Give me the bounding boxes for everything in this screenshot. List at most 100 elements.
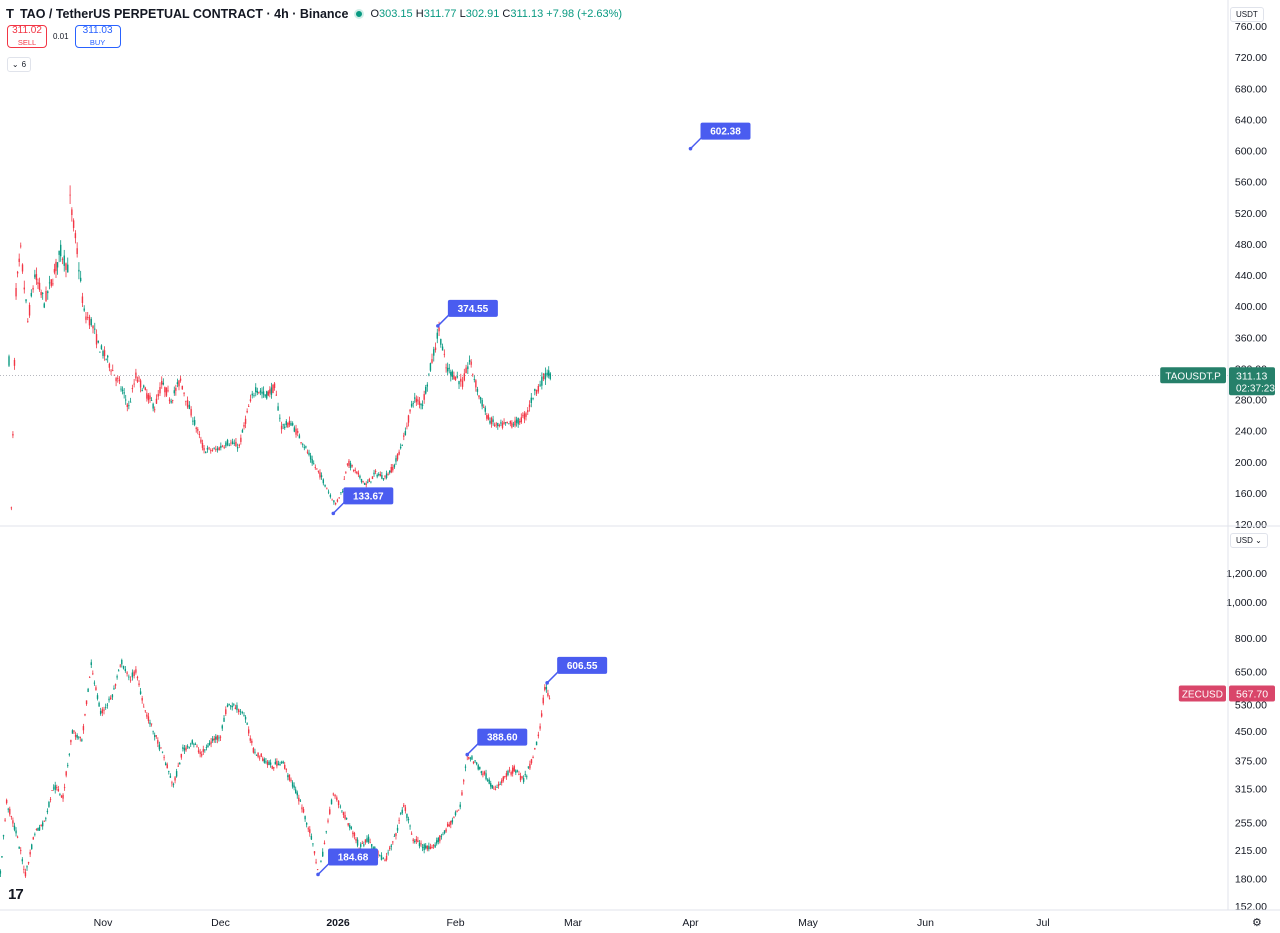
candle — [182, 744, 184, 752]
candle — [120, 386, 122, 392]
candle — [243, 422, 245, 430]
candle — [32, 836, 34, 840]
candle — [175, 384, 177, 396]
candle — [345, 817, 348, 821]
candle — [235, 437, 237, 447]
candle — [446, 821, 449, 828]
candle — [157, 737, 159, 748]
candle — [74, 731, 77, 740]
candle — [30, 289, 33, 298]
candle — [116, 674, 118, 680]
candle — [45, 816, 47, 822]
candle — [472, 761, 475, 765]
buy-button[interactable]: 311.03 BUY — [74, 25, 121, 48]
candle — [37, 827, 39, 832]
candle — [359, 474, 361, 480]
candle — [284, 761, 286, 770]
candle — [128, 674, 130, 681]
tao-price-pane: 374.55 133.67 602.38 — [0, 122, 1228, 516]
y-tick-label: 650.00 — [1235, 667, 1267, 679]
candle — [537, 731, 540, 739]
candle — [418, 397, 421, 409]
candle — [73, 729, 75, 734]
currency-unit-bottom[interactable]: USD ⌄ — [1230, 533, 1268, 548]
price-callout[interactable]: 602.38 — [688, 122, 751, 151]
price-callout[interactable]: 184.68 — [316, 848, 379, 877]
svg-text:ZECUSD: ZECUSD — [1182, 689, 1223, 700]
candle — [82, 723, 85, 734]
candle — [194, 742, 197, 745]
candle — [218, 446, 220, 451]
candle — [519, 772, 522, 783]
candle — [104, 703, 107, 710]
candle — [456, 371, 458, 379]
candle — [530, 393, 532, 408]
price-callout[interactable]: 374.55 — [436, 299, 498, 328]
y-tick-label: 400.00 — [1235, 301, 1267, 313]
candle — [312, 842, 314, 847]
candle — [460, 373, 462, 387]
candle — [81, 738, 83, 742]
price-callout[interactable]: 133.67 — [331, 487, 394, 516]
candle — [272, 384, 274, 394]
candle — [57, 785, 60, 792]
candle — [295, 424, 297, 438]
candle — [51, 789, 53, 791]
candle — [78, 736, 80, 740]
candle — [108, 362, 111, 372]
candle — [436, 328, 438, 344]
candle — [85, 311, 87, 324]
candle — [299, 799, 302, 802]
candle — [520, 413, 522, 424]
candle — [155, 394, 158, 404]
candle — [417, 396, 419, 405]
candle — [264, 394, 266, 398]
symbol-title[interactable]: TAO / TetherUS PERPETUAL CONTRACT · 4h ·… — [19, 6, 349, 21]
sell-button[interactable]: 311.02 SELL — [7, 25, 47, 48]
candle — [442, 832, 444, 836]
price-callout[interactable]: 388.60 — [465, 728, 528, 757]
time-tick-label: May — [798, 917, 819, 929]
candle — [267, 390, 269, 397]
gear-icon[interactable]: ⚙ — [1252, 917, 1262, 929]
candle — [210, 737, 212, 748]
bar-countdown: 02:37:23 — [1236, 383, 1275, 394]
y-tick-label: 1,200.00 — [1226, 568, 1267, 580]
price-callout[interactable]: 606.55 — [545, 656, 608, 685]
candle — [399, 812, 402, 816]
candle — [199, 748, 201, 758]
candle — [470, 359, 472, 368]
candle — [308, 449, 310, 457]
candle — [167, 385, 169, 393]
candle — [27, 318, 29, 323]
y-tick-label: 255.00 — [1235, 817, 1267, 829]
candle — [376, 473, 378, 479]
candle — [271, 765, 273, 770]
candle — [88, 676, 91, 678]
candle — [349, 460, 352, 471]
y-tick-label: 1,000.00 — [1226, 597, 1267, 609]
candle — [320, 472, 323, 480]
candle — [18, 846, 20, 849]
candle — [476, 386, 479, 396]
candle — [451, 369, 454, 380]
currency-unit-top[interactable]: USDT — [1230, 7, 1264, 22]
high-value: 311.77 — [423, 7, 457, 20]
candle — [81, 292, 84, 307]
candle — [121, 386, 124, 395]
candle — [133, 669, 135, 679]
candle — [253, 392, 255, 398]
candle — [309, 452, 312, 463]
candle — [9, 806, 11, 817]
candle — [175, 768, 178, 778]
candle — [364, 839, 367, 845]
candle — [31, 843, 33, 850]
candle — [403, 432, 405, 441]
candle — [390, 463, 392, 474]
candle — [473, 374, 475, 383]
candle — [139, 378, 142, 393]
candle — [219, 735, 222, 742]
candle — [341, 810, 343, 813]
indicators-collapse-button[interactable]: ⌄ 6 — [7, 57, 31, 72]
